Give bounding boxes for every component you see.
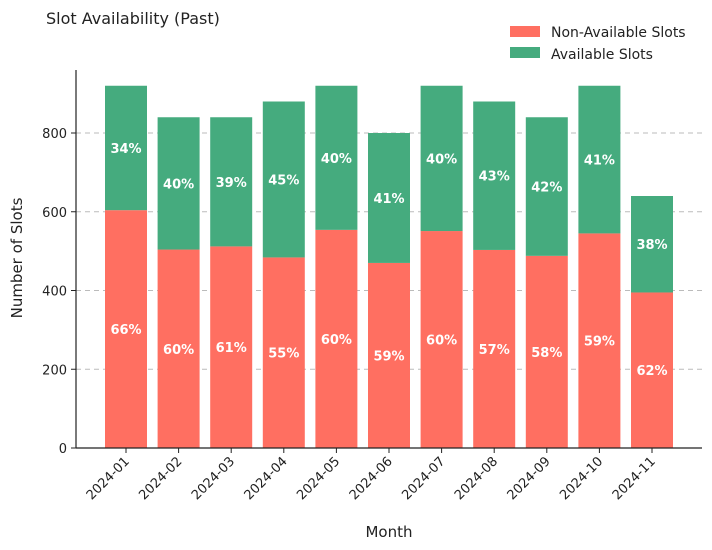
x-tick-label: 2024-05	[294, 454, 343, 503]
bar-non-available	[315, 229, 358, 448]
percentage-labels: 66% 34% 60% 40% 61% 39% 55% 45% 60% 40% 59% 41% 60% 4…	[110, 142, 667, 379]
pct-label-available: 41%	[373, 192, 404, 207]
y-tick-label: 800	[42, 127, 67, 142]
bar-available	[473, 101, 516, 250]
y-tick-label: 400	[42, 285, 67, 300]
pct-label-available: 45%	[268, 173, 299, 188]
pct-label-non-available: 60%	[321, 333, 352, 348]
bar-available	[420, 85, 463, 232]
pct-label-non-available: 55%	[268, 347, 299, 362]
pct-label-available: 38%	[636, 238, 667, 253]
bar-available	[578, 85, 621, 234]
pct-label-non-available: 62%	[636, 364, 667, 379]
x-tick-labels: 2024-01 2024-02 2024-03 2024-04 2024-05 2024-…	[84, 448, 659, 503]
bar-available	[368, 133, 410, 263]
bar-non-available	[262, 257, 305, 448]
x-tick-label: 2024-08	[452, 454, 501, 503]
y-tick-labels: 0 200 400 600 800	[42, 127, 76, 457]
bar-non-available	[525, 255, 568, 448]
x-tick-label: 2024-11	[610, 454, 659, 503]
x-tick-label: 2024-04	[242, 454, 291, 503]
x-tick-label: 2024-02	[136, 454, 185, 503]
y-tick-label: 200	[42, 363, 67, 378]
y-tick-label: 0	[59, 442, 67, 457]
bar-non-available	[578, 233, 621, 448]
bar-available	[631, 196, 673, 293]
bar-non-available	[105, 210, 147, 448]
bar-available	[315, 85, 358, 230]
bar-available	[262, 101, 305, 258]
bar-available	[157, 117, 200, 250]
bar-available	[210, 117, 253, 247]
pct-label-available: 40%	[163, 177, 194, 192]
bar-available	[105, 85, 147, 211]
legend-swatch-non-available	[510, 26, 540, 37]
legend-label-available: Available Slots	[551, 47, 653, 63]
pct-label-non-available: 57%	[479, 343, 510, 358]
bar-non-available	[473, 249, 516, 448]
x-tick-label: 2024-03	[189, 454, 238, 503]
pct-label-non-available: 66%	[110, 323, 141, 338]
bar-non-available	[157, 249, 200, 448]
pct-label-available: 42%	[531, 181, 562, 196]
x-tick-label: 2024-01	[84, 454, 133, 503]
pct-label-non-available: 59%	[373, 349, 404, 364]
pct-label-non-available: 60%	[163, 343, 194, 358]
legend-label-non-available: Non-Available Slots	[551, 25, 686, 41]
x-tick-label: 2024-10	[557, 454, 606, 503]
pct-label-non-available: 59%	[584, 335, 615, 350]
x-tick-label: 2024-09	[505, 454, 554, 503]
bar-non-available	[368, 262, 410, 448]
pct-label-available: 39%	[216, 176, 247, 191]
legend: Non-Available Slots Available Slots	[510, 25, 686, 63]
pct-label-non-available: 61%	[216, 341, 247, 356]
bar-non-available	[420, 231, 463, 448]
bar-non-available	[210, 246, 253, 448]
y-axis-label: Number of Slots	[8, 197, 26, 318]
pct-label-available: 34%	[110, 142, 141, 157]
chart-title: Slot Availability (Past)	[46, 9, 220, 28]
x-tick-label: 2024-07	[399, 454, 448, 503]
bar-available	[525, 117, 568, 256]
legend-swatch-available	[510, 47, 540, 58]
pct-label-available: 40%	[426, 152, 457, 167]
pct-label-non-available: 60%	[426, 334, 457, 349]
x-tick-label: 2024-06	[347, 454, 396, 503]
bars	[105, 85, 673, 448]
bar-non-available	[631, 292, 673, 448]
pct-label-non-available: 58%	[531, 346, 562, 361]
x-axis-label: Month	[365, 523, 412, 541]
pct-label-available: 40%	[321, 152, 352, 167]
pct-label-available: 41%	[584, 154, 615, 169]
pct-label-available: 43%	[479, 170, 510, 185]
y-tick-label: 600	[42, 206, 67, 221]
